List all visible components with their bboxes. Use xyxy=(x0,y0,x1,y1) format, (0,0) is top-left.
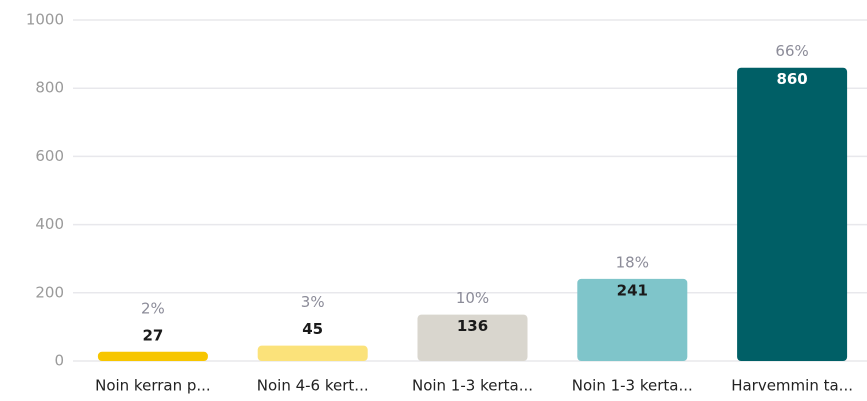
share-label: 3% xyxy=(301,293,325,311)
x-tick-label: Harvemmin ta... xyxy=(731,377,853,395)
value-label: 860 xyxy=(776,70,807,88)
y-tick-label: 800 xyxy=(35,79,64,97)
bar xyxy=(737,67,848,362)
share-label: 66% xyxy=(775,42,808,60)
x-tick-label: Noin 1-3 kerta... xyxy=(412,377,533,395)
share-label: 18% xyxy=(616,253,649,271)
y-tick-label: 1000 xyxy=(26,11,64,29)
bar xyxy=(257,345,368,361)
value-label: 241 xyxy=(617,281,648,299)
value-label: 45 xyxy=(302,320,323,338)
y-tick-label: 0 xyxy=(54,352,64,370)
value-label: 27 xyxy=(142,326,163,344)
y-tick-label: 600 xyxy=(35,147,64,165)
bar xyxy=(417,314,528,361)
share-label: 2% xyxy=(141,299,165,317)
x-tick-label: Noin kerran p... xyxy=(95,377,211,395)
share-label: 10% xyxy=(456,289,489,307)
bar xyxy=(577,278,688,361)
x-tick-label: Noin 1-3 kerta... xyxy=(572,377,693,395)
y-tick-label: 200 xyxy=(35,283,64,301)
x-tick-label: Noin 4-6 kert... xyxy=(257,377,369,395)
value-label: 136 xyxy=(457,317,488,335)
bar xyxy=(97,351,208,361)
y-tick-label: 400 xyxy=(35,215,64,233)
